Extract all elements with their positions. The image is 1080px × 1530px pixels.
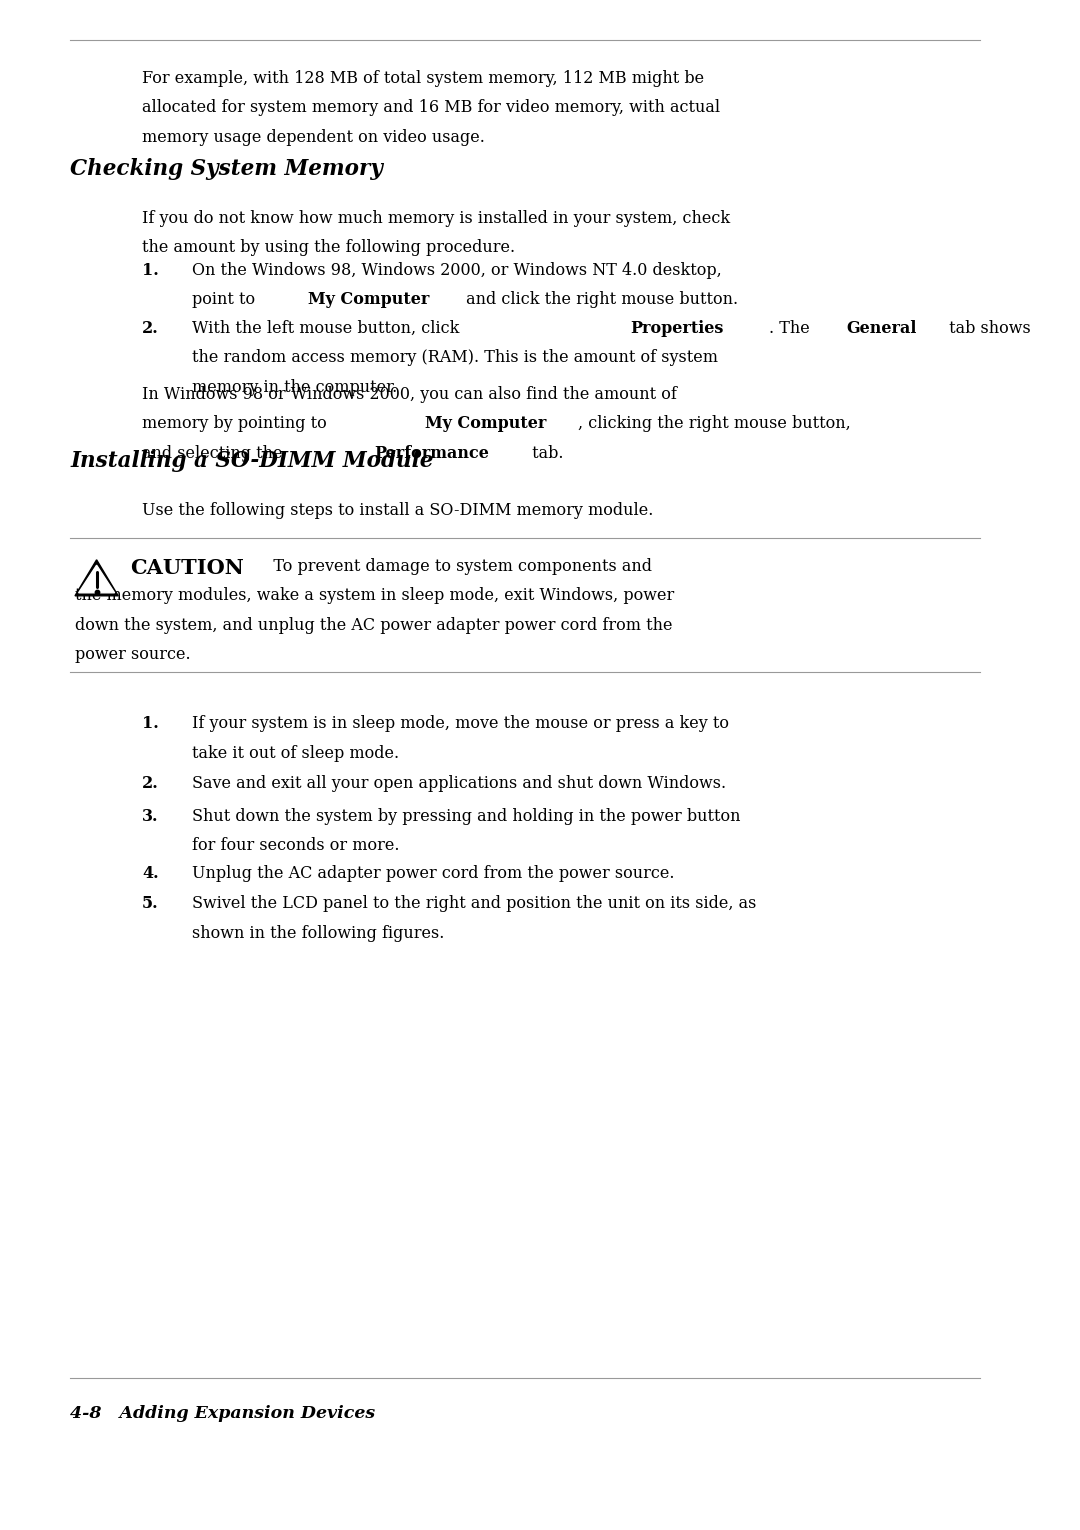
Text: the memory modules, wake a system in sleep mode, exit Windows, power: the memory modules, wake a system in sle…: [75, 588, 674, 604]
Text: and selecting the: and selecting the: [141, 445, 287, 462]
Text: 3.: 3.: [141, 808, 159, 825]
Text: 4.: 4.: [141, 864, 159, 881]
Polygon shape: [79, 565, 114, 592]
Text: power source.: power source.: [75, 647, 191, 664]
Text: Save and exit all your open applications and shut down Windows.: Save and exit all your open applications…: [192, 776, 726, 793]
Text: Installing a SO-DIMM Module: Installing a SO-DIMM Module: [70, 450, 433, 471]
Text: If your system is in sleep mode, move the mouse or press a key to: If your system is in sleep mode, move th…: [192, 715, 729, 731]
Text: down the system, and unplug the AC power adapter power cord from the: down the system, and unplug the AC power…: [75, 617, 673, 633]
Text: the amount by using the following procedure.: the amount by using the following proced…: [141, 240, 515, 257]
Text: memory in the computer.: memory in the computer.: [192, 379, 397, 396]
Text: shown in the following figures.: shown in the following figures.: [192, 924, 444, 941]
Text: 4-8   Adding Expansion Devices: 4-8 Adding Expansion Devices: [70, 1405, 375, 1421]
Text: take it out of sleep mode.: take it out of sleep mode.: [192, 745, 400, 762]
Text: My Computer: My Computer: [308, 292, 429, 309]
Polygon shape: [75, 560, 118, 595]
Text: On the Windows 98, Windows 2000, or Windows NT 4.0 desktop,: On the Windows 98, Windows 2000, or Wind…: [192, 262, 721, 278]
Text: My Computer: My Computer: [426, 416, 546, 433]
Text: For example, with 128 MB of total system memory, 112 MB might be: For example, with 128 MB of total system…: [141, 70, 704, 87]
Text: allocated for system memory and 16 MB for video memory, with actual: allocated for system memory and 16 MB fo…: [141, 99, 720, 116]
Text: Shut down the system by pressing and holding in the power button: Shut down the system by pressing and hol…: [192, 808, 741, 825]
Text: Use the following steps to install a SO-DIMM memory module.: Use the following steps to install a SO-…: [141, 502, 653, 519]
Text: . The: . The: [769, 320, 815, 337]
Text: To prevent damage to system components and: To prevent damage to system components a…: [258, 558, 652, 575]
Text: and click the right mouse button.: and click the right mouse button.: [461, 292, 738, 309]
Text: Checking System Memory: Checking System Memory: [70, 158, 383, 181]
Text: General: General: [847, 320, 917, 337]
Text: 2.: 2.: [141, 320, 159, 337]
Text: 2.: 2.: [141, 776, 159, 793]
Text: If you do not know how much memory is installed in your system, check: If you do not know how much memory is in…: [141, 210, 730, 226]
Text: memory usage dependent on video usage.: memory usage dependent on video usage.: [141, 129, 485, 145]
Text: , clicking the right mouse button,: , clicking the right mouse button,: [579, 416, 851, 433]
Text: point to: point to: [192, 292, 260, 309]
Text: tab shows: tab shows: [944, 320, 1030, 337]
Text: Properties: Properties: [630, 320, 724, 337]
Text: CAUTION: CAUTION: [130, 558, 244, 578]
Text: memory by pointing to: memory by pointing to: [141, 416, 332, 433]
Text: With the left mouse button, click: With the left mouse button, click: [192, 320, 464, 337]
Text: 5.: 5.: [141, 895, 159, 912]
Text: tab.: tab.: [527, 445, 564, 462]
Text: the random access memory (RAM). This is the amount of system: the random access memory (RAM). This is …: [192, 349, 718, 367]
Text: Swivel the LCD panel to the right and position the unit on its side, as: Swivel the LCD panel to the right and po…: [192, 895, 756, 912]
Text: Performance: Performance: [374, 445, 489, 462]
Text: Unplug the AC adapter power cord from the power source.: Unplug the AC adapter power cord from th…: [192, 864, 675, 881]
Text: for four seconds or more.: for four seconds or more.: [192, 837, 400, 854]
Text: 1.: 1.: [141, 262, 159, 278]
Text: 1.: 1.: [141, 715, 159, 731]
Text: In Windows 98 or Windows 2000, you can also find the amount of: In Windows 98 or Windows 2000, you can a…: [141, 386, 677, 402]
